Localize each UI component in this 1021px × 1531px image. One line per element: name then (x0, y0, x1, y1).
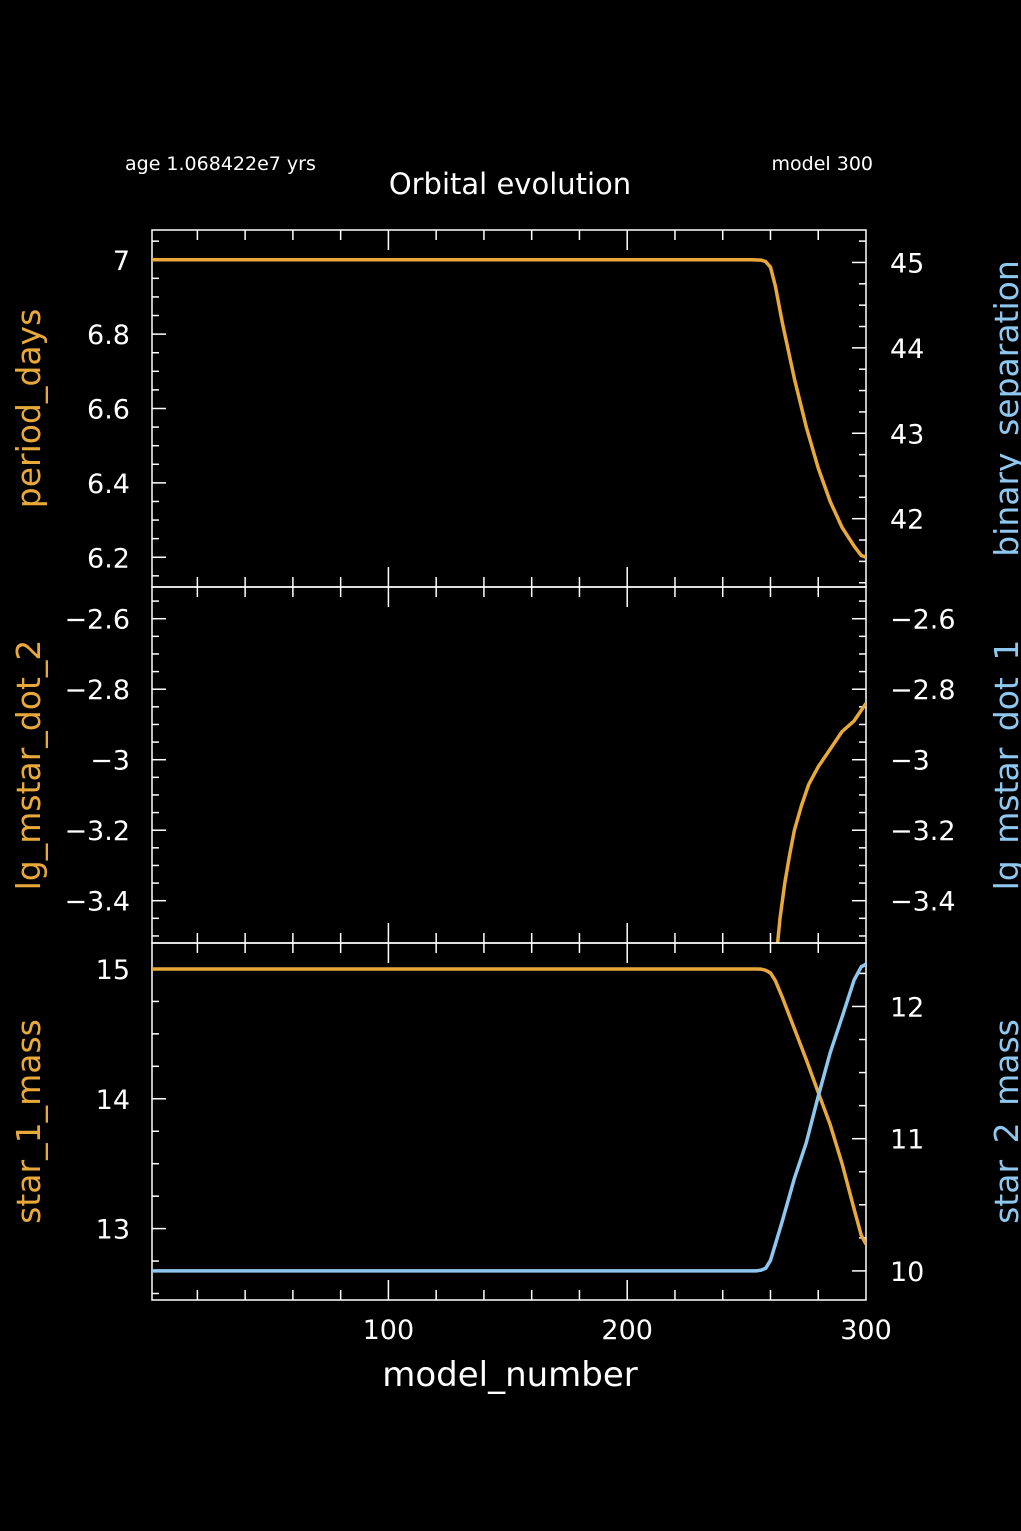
left-y-tick-label: 6.6 (87, 395, 130, 426)
plot-panels: 6.2 6.4 6.6 6.8 7 period_days 42 43 44 45 binary_s… (9, 229, 1021, 1346)
left-y-tick-label: 6.8 (87, 320, 130, 351)
left-y-tick-label: −2.6 (64, 605, 130, 636)
right-y-tick-label: −2.6 (890, 605, 956, 636)
model-label: model 300 (772, 153, 873, 175)
series-line-star-1-mass (152, 967, 866, 1246)
left-y-tick-label: 6.2 (87, 543, 130, 574)
series-line-lg-mstar-dot-2 (775, 702, 866, 943)
right-y-tick-label: 10 (890, 1257, 924, 1288)
left-y-tick-label: −2.8 (64, 675, 130, 706)
x-tick-label: 200 (601, 1315, 653, 1346)
left-y-tick-label: 13 (96, 1215, 130, 1246)
right-y-tick-label: 45 (890, 248, 924, 279)
x-tick-label: 100 (363, 1315, 415, 1346)
left-axis-title: star_1_mass (9, 1019, 48, 1224)
age-label: age 1.068422e7 yrs (125, 153, 316, 175)
panel-bottom: 13 14 15 star_1_mass 10 11 12 star_2_mass 100 200… (9, 942, 1021, 1346)
left-axis-title: period_days (9, 309, 48, 509)
left-y-tick-label: −3 (90, 746, 130, 777)
left-y-tick-label: 7 (113, 246, 130, 277)
left-y-tick-label: −3.4 (64, 887, 130, 918)
right-axis-title: lg_mstar_dot_1 (987, 640, 1021, 891)
chart-title: Orbital evolution (389, 167, 631, 201)
left-y-tick-label: 15 (96, 955, 130, 986)
left-y-tick-label: −3.2 (64, 816, 130, 847)
left-axis-title: lg_mstar_dot_2 (9, 640, 48, 891)
panel-top: 6.2 6.4 6.6 6.8 7 period_days 42 43 44 45 binary_s… (9, 229, 1021, 588)
right-y-tick-label: −3.2 (890, 816, 956, 847)
left-y-tick-label: 6.4 (87, 469, 130, 500)
series-line-star-2-mass (152, 962, 866, 1273)
right-y-tick-label: 12 (890, 992, 924, 1023)
right-axis-title: binary_separation (987, 260, 1021, 557)
x-tick-label: 300 (840, 1315, 892, 1346)
panel-frame (151, 942, 867, 1301)
panel-middle: −3.4 −3.2 −3 −2.8 −2.6 lg_mstar_dot_2 −3.4 −3.2… (9, 586, 1021, 944)
x-axis-label: model_number (382, 1355, 638, 1395)
right-y-tick-label: −3 (890, 746, 930, 777)
right-axis-title: star_2_mass (987, 1019, 1021, 1224)
series-line-period-days (152, 258, 866, 559)
right-y-tick-label: −2.8 (890, 675, 956, 706)
right-y-tick-label: 11 (890, 1125, 924, 1156)
right-y-tick-label: 42 (890, 505, 924, 536)
right-y-tick-label: 43 (890, 419, 924, 450)
left-y-tick-label: 14 (96, 1085, 130, 1116)
right-y-tick-label: −3.4 (890, 887, 956, 918)
right-y-tick-label: 44 (890, 334, 924, 365)
